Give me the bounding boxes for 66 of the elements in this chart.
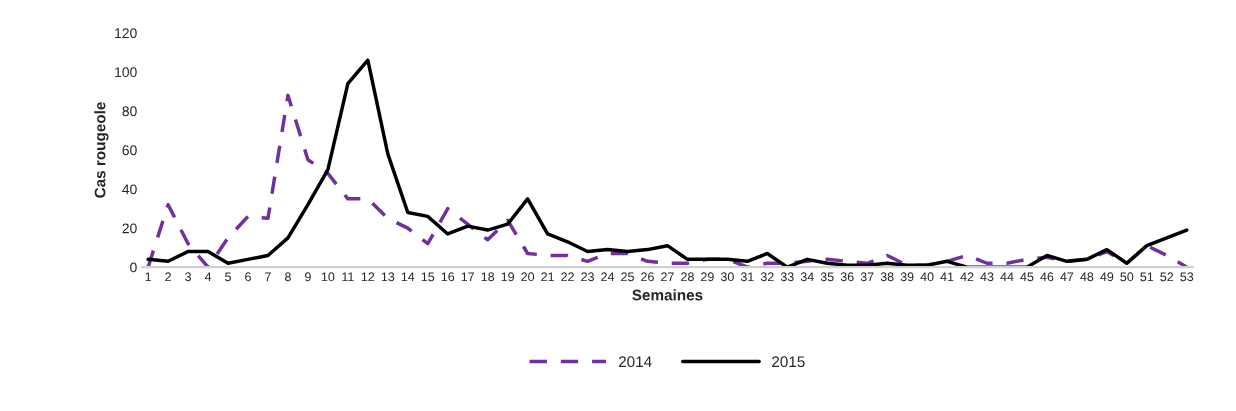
x-tick-label: 3 [185,272,192,282]
x-tick-label: 47 [1060,272,1074,282]
x-tick-label: 9 [305,272,311,282]
x-tick-label: 53 [1180,272,1194,282]
y-tick-label: 80 [122,106,137,117]
y-tick-label: 40 [122,184,137,195]
x-tick-label: 49 [1100,272,1114,282]
x-tick-label: 37 [860,272,874,282]
x-tick-label: 22 [561,272,574,282]
line-series [146,93,1189,268]
x-tick-label: 20 [521,272,535,282]
x-tick-label: 16 [441,272,455,282]
x-tick-label: 30 [720,272,734,282]
x-tick-label: 19 [501,272,515,282]
x-tick-label: 4 [204,272,212,282]
x-tick-label: 48 [1080,272,1094,282]
legend-label: 2015 [772,356,805,368]
x-tick-label: 51 [1140,272,1154,282]
x-tick-label: 2 [165,272,171,282]
x-tick-label: 46 [1040,272,1054,282]
x-tick-label: 1 [145,272,151,282]
x-tick-label: 44 [1000,272,1014,282]
x-tick-label: 7 [265,272,271,282]
x-tick-label: 32 [760,272,774,282]
x-tick-label: 13 [381,272,395,282]
x-tick-label: 39 [900,272,914,282]
y-tick-label: 120 [115,28,137,39]
x-tick-label: 6 [245,272,251,282]
x-tick-label: 35 [820,272,834,282]
x-tick-label: 8 [285,272,291,282]
x-tick-label: 5 [225,272,231,282]
legend-label: 2014 [618,356,652,368]
x-tick-label: 27 [661,272,674,282]
x-tick-label: 28 [681,272,694,282]
x-tick-label: 45 [1020,272,1034,282]
x-tick-label: 25 [621,272,634,282]
x-tick-label: 33 [780,272,794,282]
y-tick-label: 60 [122,145,137,156]
x-tick-label: 29 [701,272,714,282]
x-tick-label: 50 [1120,272,1134,282]
x-tick-label: 26 [641,272,654,282]
x-tick-label: 15 [421,272,435,282]
x-tick-label: 21 [541,272,554,282]
x-tick-label: 52 [1160,272,1174,282]
y-tick-label: 100 [115,67,137,78]
line-series [146,58,1189,268]
x-tick-label: 18 [481,272,495,282]
x-tick-label: 38 [880,272,894,282]
y-tick-label: 0 [130,262,137,273]
x-tick-label: 24 [601,272,615,282]
x-tick-label: 41 [940,272,954,282]
y-axis-title: Cas rougeole [94,102,109,198]
y-tick-label: 20 [122,223,137,234]
x-tick-label: 34 [800,272,814,282]
x-tick-label: 10 [321,272,335,282]
x-tick-label: 31 [740,272,754,282]
x-tick-label: 40 [920,272,934,282]
x-tick-label: 14 [401,272,415,282]
x-tick-label: 17 [461,272,475,282]
x-tick-label: 23 [581,272,594,282]
x-tick-label: 43 [980,272,994,282]
x-axis-title: Semaines [632,289,703,301]
x-tick-label: 42 [960,272,974,282]
x-tick-label: 12 [361,272,375,282]
x-tick-label: 11 [342,272,354,282]
x-tick-label: 36 [840,272,854,282]
